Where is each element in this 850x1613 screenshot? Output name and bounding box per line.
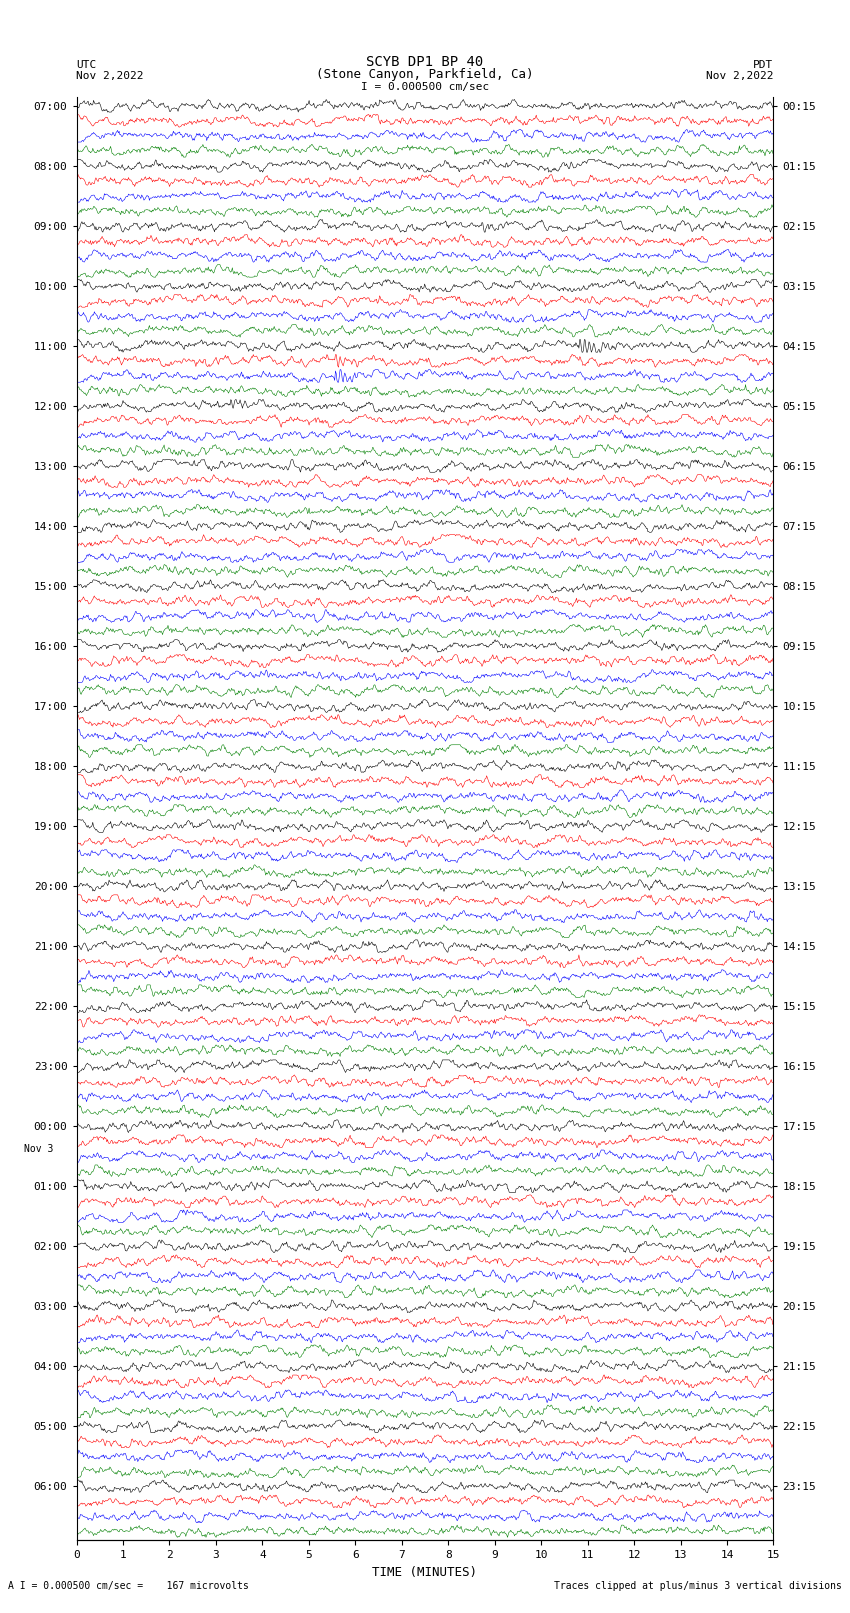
Text: Nov 2,2022: Nov 2,2022 (76, 71, 144, 81)
Text: SCYB DP1 BP 40: SCYB DP1 BP 40 (366, 55, 484, 69)
Text: UTC: UTC (76, 60, 97, 69)
X-axis label: TIME (MINUTES): TIME (MINUTES) (372, 1566, 478, 1579)
Text: I = 0.000500 cm/sec: I = 0.000500 cm/sec (361, 82, 489, 92)
Text: Nov 3: Nov 3 (24, 1144, 54, 1153)
Text: Nov 2,2022: Nov 2,2022 (706, 71, 774, 81)
Text: (Stone Canyon, Parkfield, Ca): (Stone Canyon, Parkfield, Ca) (316, 68, 534, 81)
Text: PDT: PDT (753, 60, 774, 69)
Text: Traces clipped at plus/minus 3 vertical divisions: Traces clipped at plus/minus 3 vertical … (553, 1581, 842, 1590)
Text: A I = 0.000500 cm/sec =    167 microvolts: A I = 0.000500 cm/sec = 167 microvolts (8, 1581, 249, 1590)
